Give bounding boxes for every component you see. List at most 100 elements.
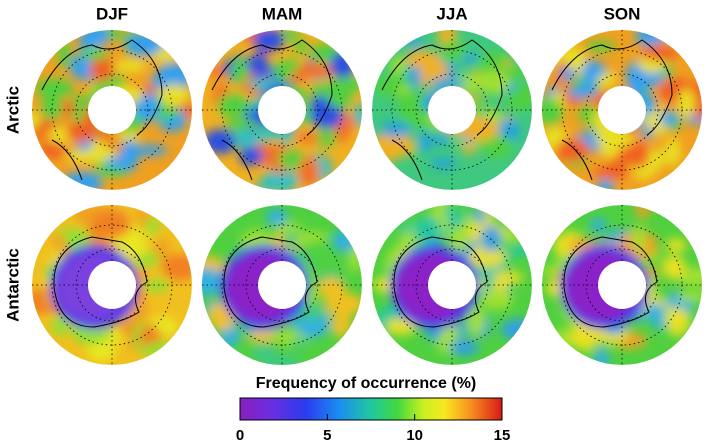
field-blob: [492, 270, 524, 285]
field-blob: [202, 255, 226, 275]
field-blob: [404, 36, 423, 47]
colorbar-ticks: 0 5 10 15: [236, 414, 511, 444]
field-blob: [330, 51, 356, 79]
field-blob: [430, 77, 466, 89]
field-blob: [626, 140, 650, 169]
field-blob: [397, 92, 426, 115]
field-blob: [125, 32, 164, 57]
coastline: [563, 236, 658, 328]
pole-hole: [88, 261, 136, 309]
field-blob: [246, 330, 281, 343]
field-blob: [508, 244, 532, 256]
field-blob: [651, 319, 667, 330]
field-blob: [62, 171, 103, 190]
coastline: [41, 39, 163, 181]
field-blob: [635, 205, 651, 219]
latitude-line: [75, 248, 149, 322]
field-blob: [65, 121, 92, 143]
polar-map: [32, 205, 192, 365]
field-blob: [287, 72, 306, 85]
field-blob: [555, 138, 590, 163]
field-blob: [295, 132, 322, 143]
column-title: SON: [604, 4, 641, 23]
field-blob: [677, 290, 702, 302]
polar-map: [372, 205, 532, 365]
field-blob: [640, 127, 655, 138]
field-blob: [480, 225, 502, 252]
field-blob: [449, 225, 469, 254]
polar-map: [542, 205, 702, 365]
field-blob: [659, 111, 679, 127]
field-blob: [205, 67, 226, 78]
field-blob: [596, 179, 614, 190]
map-panels: [32, 30, 702, 365]
field-blob: [120, 139, 140, 168]
latitude-line: [415, 248, 489, 322]
coastline: [223, 236, 318, 328]
field-blob: [247, 78, 278, 90]
latitude-line: [585, 73, 659, 147]
field-blob: [626, 66, 648, 93]
colorbar-tick-label: 0: [236, 427, 244, 444]
field-blob: [385, 318, 417, 336]
field-blob: [265, 208, 288, 226]
coastline: [551, 39, 673, 181]
coastline: [393, 236, 488, 328]
field-blob: [65, 150, 102, 163]
field-blob: [480, 290, 514, 310]
field-blob: [312, 127, 337, 148]
coastline: [381, 39, 503, 181]
field-blob: [91, 211, 132, 239]
field-blob: [372, 133, 403, 163]
field-blob: [262, 168, 299, 190]
latitude-line: [415, 73, 489, 147]
field-blob: [310, 95, 330, 117]
pole-hole: [428, 261, 476, 309]
field-blob: [567, 85, 600, 98]
field-blob: [326, 292, 362, 316]
field-blob: [676, 266, 702, 287]
field-blob: [642, 44, 681, 61]
field-blob: [275, 222, 301, 234]
column-title: DJF: [96, 4, 128, 23]
field-blob: [481, 134, 513, 159]
latitude-line: [245, 248, 319, 322]
field-blob: [81, 30, 109, 47]
polar-map: [372, 30, 532, 190]
polar-map: [202, 30, 362, 190]
field-blob: [432, 134, 450, 145]
coastline: [211, 39, 333, 181]
field-blob: [203, 129, 238, 154]
field-blob: [430, 158, 457, 169]
field-blob: [89, 54, 114, 83]
colorbar: [239, 397, 503, 421]
field-blob: [159, 84, 190, 106]
field-blob: [661, 255, 686, 280]
pole-hole: [258, 86, 306, 134]
colorbar-tick-label: 5: [323, 427, 331, 444]
field-blob: [80, 47, 110, 60]
field-blob: [665, 238, 687, 253]
field-blob: [282, 231, 298, 248]
colorbar-tick-label: 15: [494, 427, 511, 444]
latitude-line: [75, 73, 149, 147]
field-blob: [239, 146, 263, 166]
field-blob: [664, 137, 681, 166]
field-blob: [398, 222, 411, 234]
field-blob: [69, 94, 88, 123]
field-blob: [113, 59, 147, 73]
field-blob: [594, 346, 609, 365]
field-blob: [467, 306, 486, 336]
field-blob: [584, 41, 616, 52]
field-blob: [278, 150, 306, 169]
field-blob: [141, 342, 174, 358]
coastline: [53, 236, 148, 328]
pole-hole: [258, 261, 306, 309]
field-blob: [217, 93, 249, 118]
field-blob: [296, 231, 315, 245]
polar-map: [542, 30, 702, 190]
field-blob: [570, 47, 586, 76]
field-blob: [380, 121, 411, 138]
field-blob: [636, 57, 666, 74]
